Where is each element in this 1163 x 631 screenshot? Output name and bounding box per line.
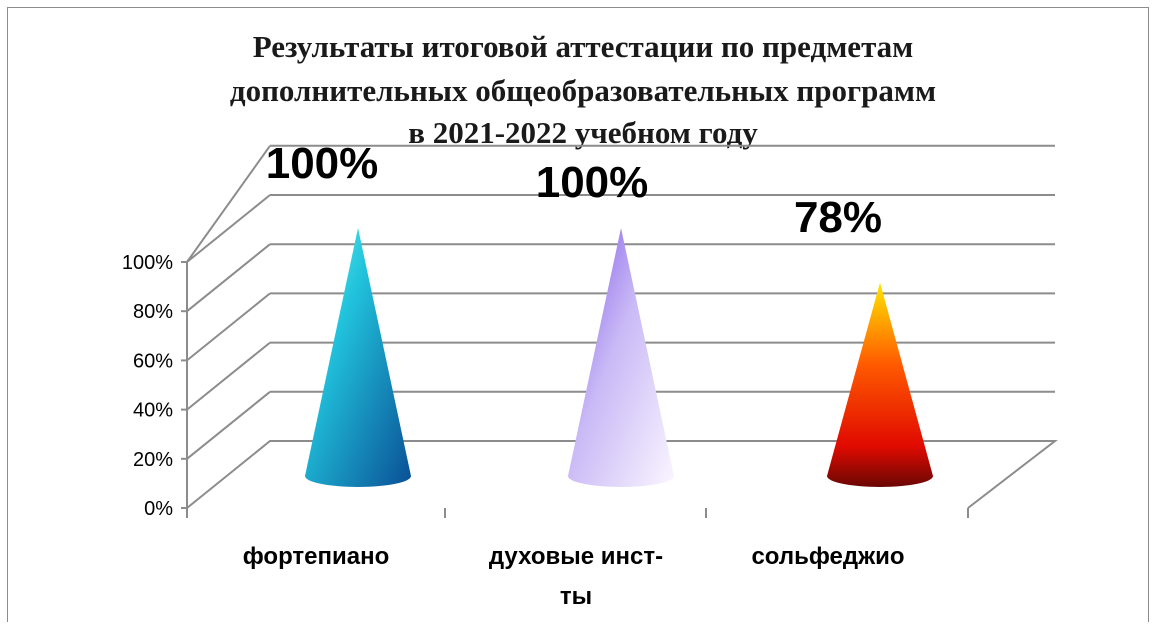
- category-label: духовые инст-: [489, 543, 663, 570]
- y-tick-label: 100%: [122, 252, 173, 274]
- data-label: 78%: [794, 193, 882, 242]
- gridline-diagonal: [186, 243, 271, 312]
- cone-bar: [568, 228, 674, 487]
- gridline-diagonal: [186, 391, 271, 460]
- chart-frame: [7, 7, 1149, 622]
- chart-title: Результаты итоговой аттестации по предме…: [230, 29, 936, 150]
- y-tick-label: 60%: [133, 350, 173, 372]
- y-tick-label: 0%: [144, 498, 173, 520]
- category-label: фортепиано: [243, 543, 390, 570]
- gridline-diagonal: [186, 292, 271, 362]
- data-label: 100%: [536, 158, 649, 207]
- gridline-diagonal: [186, 341, 271, 411]
- y-tick-label: 80%: [133, 301, 173, 323]
- title-line-3: в 2021-2022 учебном году: [408, 115, 758, 150]
- y-tick-label: 20%: [133, 449, 173, 471]
- category-label: сольфеджио: [751, 543, 904, 570]
- data-label: 100%: [266, 139, 379, 188]
- gridline-diagonal: [186, 145, 271, 263]
- y-tick-label: 40%: [133, 400, 173, 422]
- cone-bar: [827, 282, 933, 487]
- cone-bar: [305, 228, 411, 487]
- title-line-2: дополнительных общеобразовательных прогр…: [230, 73, 936, 108]
- title-line-1: Результаты итоговой аттестации по предме…: [253, 29, 914, 64]
- gridline-diagonal: [186, 194, 271, 263]
- category-label: ты: [560, 583, 592, 610]
